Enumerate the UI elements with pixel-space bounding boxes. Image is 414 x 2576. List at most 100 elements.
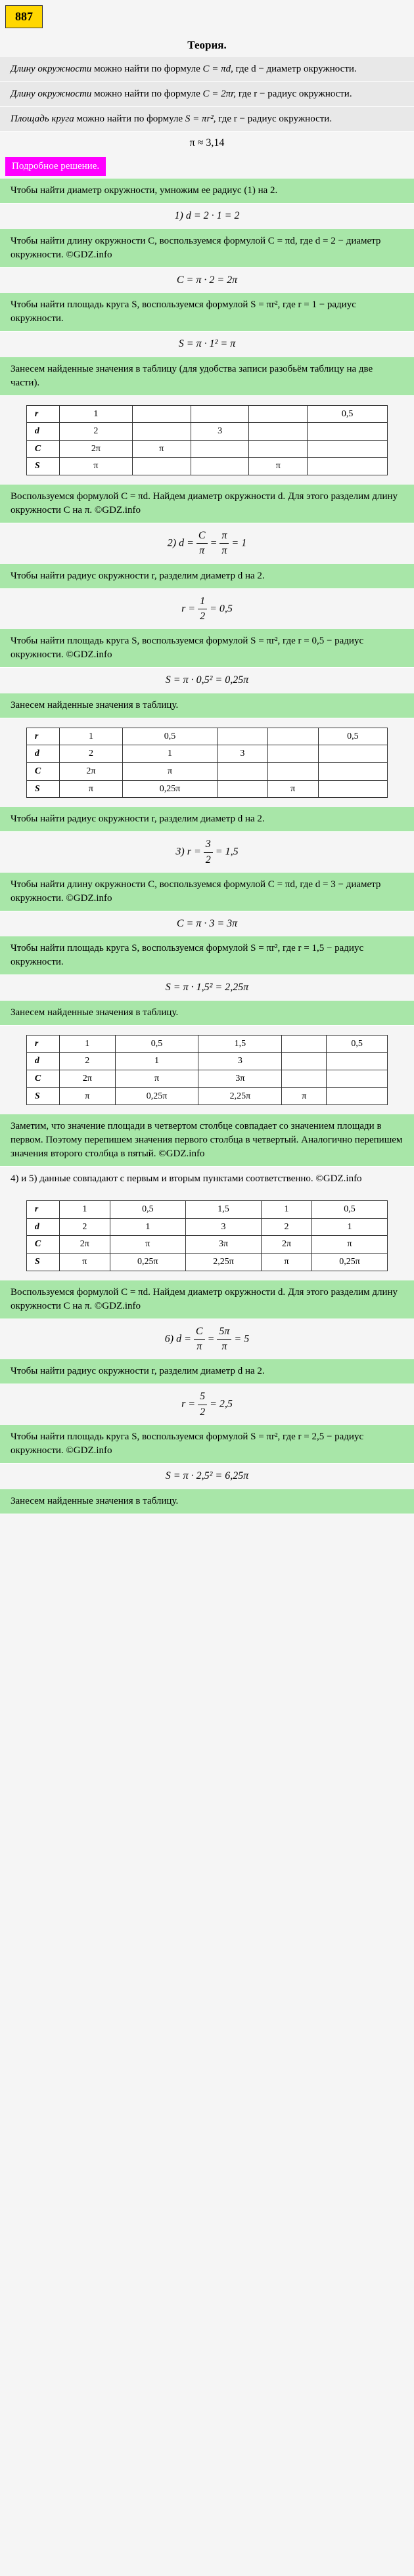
eq: = [208, 1333, 218, 1344]
theory-line-1: Длину окружности можно найти по формуле … [0, 57, 414, 82]
fraction: 5ππ [217, 1324, 231, 1355]
step-block: Занесем найденные значения в таблицу. [0, 693, 414, 718]
cell [327, 1087, 388, 1105]
step-block: Чтобы найти радиус окружности r, раздели… [0, 564, 414, 589]
solution-header: Подробное решение. [5, 157, 106, 176]
cell: 1 [59, 728, 122, 745]
cell [282, 1053, 327, 1070]
cell: 3 [218, 745, 268, 763]
cell: π [132, 440, 191, 458]
denominator: π [194, 1340, 205, 1354]
cell [308, 440, 388, 458]
denominator: π [196, 544, 208, 558]
cell [308, 423, 388, 441]
step-block: Занесем найденные значения в таблицу. [0, 1489, 414, 1514]
cell: 0,5 [308, 405, 388, 423]
row-header: r [26, 1035, 59, 1053]
fraction: 52 [198, 1389, 207, 1420]
data-table-3: r10,51,50,5 d213 C2ππ3π Sπ0,25π2,25ππ [26, 1035, 388, 1105]
formula: r = 12 = 0,5 [0, 589, 414, 630]
cell [191, 440, 249, 458]
numerator: 3 [204, 837, 213, 852]
step-block: Воспользуемся формулой C = πd. Найдем ди… [0, 485, 414, 523]
step-text: Занесем найденные значения в таблицу. [11, 1495, 403, 1508]
cell: π [262, 1253, 312, 1271]
step-text: Чтобы найти диаметр окружности, умножим … [11, 184, 403, 198]
row-header: d [26, 1053, 59, 1070]
cell [218, 728, 268, 745]
cell [191, 458, 249, 475]
fraction: ππ [219, 529, 229, 559]
formula: C = π · 2 = 2π [0, 268, 414, 293]
step-text: Занесем найденные значения в таблицу. [11, 699, 403, 712]
cell: 2 [59, 1053, 115, 1070]
data-table-1: r10,5 d23 C2ππ Sππ [26, 405, 388, 475]
cell: π [59, 780, 122, 798]
cell: 2,25π [185, 1253, 261, 1271]
cell [327, 1053, 388, 1070]
cell [318, 780, 387, 798]
table-container: r10,51,510,5 d21321 C2ππ3π2ππ Sπ0,25π2,2… [0, 1191, 414, 1280]
step-block: Чтобы найти длину окружности C, воспольз… [0, 229, 414, 268]
cell: 1 [123, 745, 218, 763]
numerator: 1 [198, 594, 207, 609]
row-header: C [26, 763, 59, 781]
cell: 0,25π [311, 1253, 387, 1271]
step-block: Чтобы найти длину окружности C, воспольз… [0, 873, 414, 911]
pi-approx: π ≈ 3,14 [0, 132, 414, 154]
step-block: Занесем найденные значения в таблицу. [0, 1001, 414, 1026]
cell: 2 [59, 1218, 110, 1236]
cell [132, 458, 191, 475]
cell [218, 780, 268, 798]
cell: π [282, 1087, 327, 1105]
result: = 2,5 [210, 1399, 233, 1410]
cell: 2π [59, 1070, 115, 1088]
row-header: d [26, 745, 59, 763]
numerator: C [194, 1324, 205, 1340]
theory-suffix: где r − радиус окружности. [236, 89, 352, 99]
cell: π [115, 1070, 198, 1088]
denominator: π [219, 544, 229, 558]
cell [218, 763, 268, 781]
step-block: Занесем найденные значения в таблицу (дл… [0, 357, 414, 396]
cell [249, 405, 308, 423]
cell: 2π [59, 440, 132, 458]
step-text: Чтобы найти радиус окружности r, раздели… [11, 812, 403, 826]
denominator: 2 [198, 609, 207, 624]
step-block: Заметим, что значение площади в четверто… [0, 1114, 414, 1167]
cell: 0,5 [115, 1035, 198, 1053]
theory-title: Теория. [0, 33, 414, 57]
formula-label: 6) d = [165, 1333, 194, 1344]
cell [267, 728, 318, 745]
cell: 2,25π [198, 1087, 282, 1105]
formula: 6) d = Cπ = 5ππ = 5 [0, 1319, 414, 1360]
step-text: Чтобы найти радиус окружности r, раздели… [11, 569, 403, 583]
cell: 3π [185, 1236, 261, 1254]
theory-prefix: Длину окружности [11, 89, 91, 99]
step-text: Заметим, что значение площади в четверто… [11, 1120, 403, 1161]
step-block: Воспользуемся формулой C = πd. Найдем ди… [0, 1280, 414, 1319]
denominator: 2 [198, 1405, 207, 1420]
row-header: r [26, 1201, 59, 1219]
cell: 1 [59, 405, 132, 423]
cell: 3 [191, 423, 249, 441]
cell: 1 [110, 1218, 185, 1236]
formula: C = π · 3 = 3π [0, 911, 414, 936]
cell: 1,5 [185, 1201, 261, 1219]
formula: S = π · 1,5² = 2,25π [0, 975, 414, 1000]
cell: 2 [59, 423, 132, 441]
step-text: Воспользуемся формулой C = πd. Найдем ди… [11, 490, 403, 517]
cell: 1 [59, 1201, 110, 1219]
formula: r = 52 = 2,5 [0, 1384, 414, 1425]
cell: π [249, 458, 308, 475]
cell [318, 745, 387, 763]
cell [282, 1035, 327, 1053]
cell [308, 458, 388, 475]
row-header: C [26, 1070, 59, 1088]
cell: 3 [198, 1053, 282, 1070]
problem-number: 887 [5, 5, 43, 28]
table-container: r10,50,5 d213 C2ππ Sπ0,25ππ [0, 718, 414, 807]
formula: 2) d = Cπ = ππ = 1 [0, 523, 414, 564]
theory-formula: S = πr², [185, 114, 216, 124]
cell: 1 [59, 1035, 115, 1053]
